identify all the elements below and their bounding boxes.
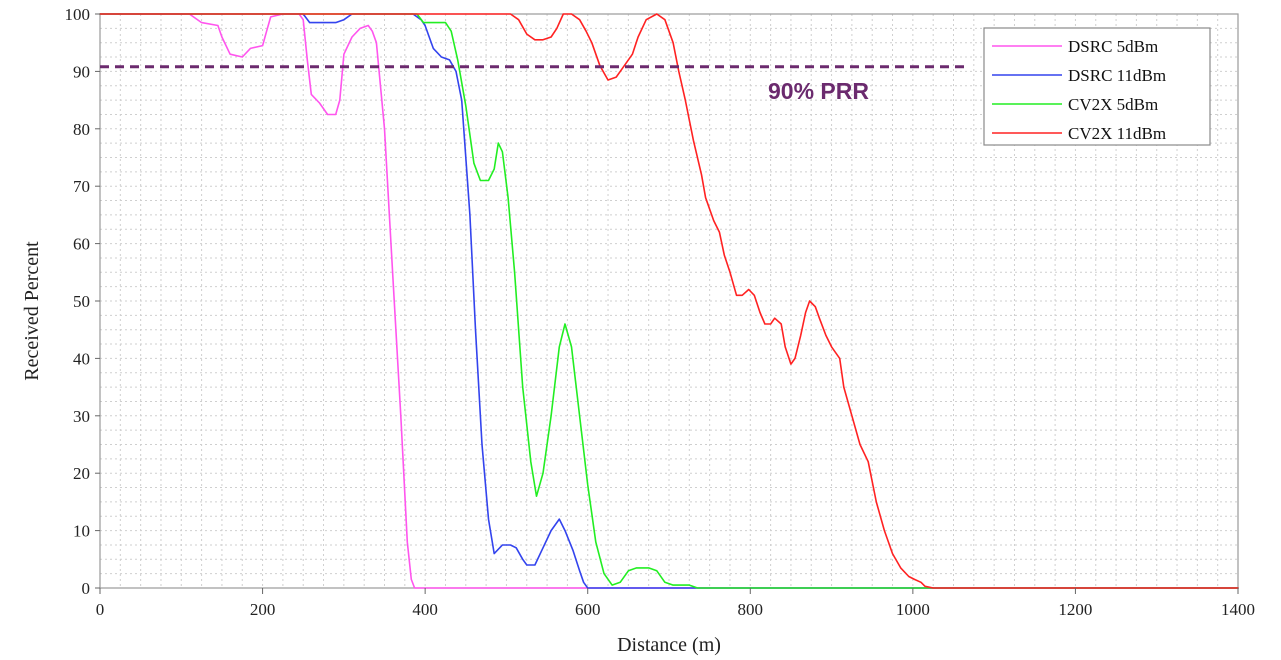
series-group xyxy=(99,13,1239,589)
x-tick-label: 600 xyxy=(575,600,601,619)
y-tick-label: 40 xyxy=(73,349,90,368)
legend-box xyxy=(983,27,1211,146)
legend: DSRC 5dBm DSRC 11dBm CV2X 5dBm CV2X 11dBm xyxy=(983,27,1211,146)
legend-label-1: DSRC 11dBm xyxy=(1068,66,1166,85)
y-tick-label: 100 xyxy=(65,5,91,24)
x-tick-label: 1200 xyxy=(1058,600,1092,619)
y-tick-label: 90 xyxy=(73,62,90,81)
series-line-2 xyxy=(99,13,1239,589)
x-tick-label: 200 xyxy=(250,600,276,619)
y-tick-label: 60 xyxy=(73,235,90,254)
threshold-group: 90% PRR xyxy=(100,65,970,104)
x-tick-label: 800 xyxy=(738,600,764,619)
y-tick-label: 0 xyxy=(82,579,91,598)
legend-label-2: CV2X 5dBm xyxy=(1068,95,1158,114)
x-tick-label: 1000 xyxy=(896,600,930,619)
y-tick-label: 80 xyxy=(73,120,90,139)
x-tick-label: 1400 xyxy=(1221,600,1255,619)
x-tick-label: 400 xyxy=(412,600,438,619)
threshold-label: 90% PRR xyxy=(768,78,869,104)
legend-label-0: DSRC 5dBm xyxy=(1068,37,1158,56)
ticks: 0 200 400 600 800 1000 1200 1400 0 10 20 30 40 50 60 70… xyxy=(65,5,1256,619)
y-tick-label: 30 xyxy=(73,407,90,426)
series-line-3 xyxy=(99,13,1239,589)
y-tick-label: 10 xyxy=(73,522,90,541)
x-axis-title: Distance (m) xyxy=(617,634,721,656)
y-tick-label: 70 xyxy=(73,177,90,196)
y-tick-label: 20 xyxy=(73,464,90,483)
series-line-0 xyxy=(99,13,1239,589)
y-tick-label: 50 xyxy=(73,292,90,311)
y-axis-title: Received Percent xyxy=(21,241,43,381)
x-tick-label: 0 xyxy=(96,600,105,619)
legend-label-3: CV2X 11dBm xyxy=(1068,124,1166,143)
